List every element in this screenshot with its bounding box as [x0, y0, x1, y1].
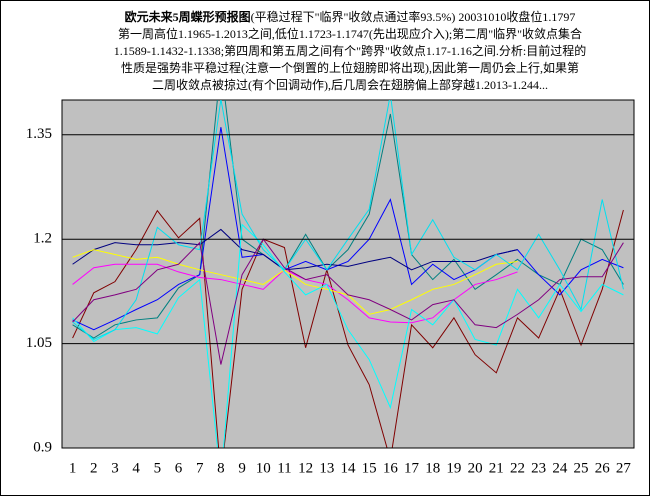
x-tick-label: 15 — [362, 460, 377, 476]
series-line — [72, 249, 518, 315]
x-tick-label: 12 — [298, 460, 313, 476]
title-line: 欧元未来5周蝶形预报图(平稳过程下"临界"收敛点通过率93.5%) 200310… — [125, 9, 576, 24]
x-tick-label: 26 — [595, 460, 611, 476]
y-tick-label: 0.9 — [33, 439, 52, 455]
x-tick-label: 20 — [468, 460, 483, 476]
series-line — [72, 238, 624, 365]
x-tick-label: 18 — [425, 460, 440, 476]
x-tick-label: 14 — [341, 460, 357, 476]
x-tick-label: 5 — [154, 460, 162, 476]
subtitle: (平稳过程下"临界"收敛点通过率93.5%) 20031010收盘位1.1797 — [251, 9, 576, 24]
x-tick-label: 6 — [175, 460, 183, 476]
subtitle: 性质是强势非平稳过程(注意一个倒置的上位翅膀即将出现),因此第一周仍会上行,如果… — [121, 60, 579, 75]
x-tick-label: 11 — [277, 460, 291, 476]
y-tick-label: 1.2 — [33, 231, 52, 247]
plot — [72, 100, 624, 448]
x-tick-label: 22 — [510, 460, 525, 476]
x-tick-label: 9 — [238, 460, 246, 476]
x-tick-label: 19 — [446, 460, 461, 476]
x-tick-label: 7 — [196, 460, 204, 476]
x-tick-label: 8 — [217, 460, 225, 476]
x-tick-label: 17 — [404, 460, 420, 476]
series-line — [72, 127, 624, 331]
x-tick-label: 10 — [256, 460, 271, 476]
x-tick-label: 21 — [489, 460, 504, 476]
plot-area — [61, 99, 635, 449]
x-tick-label: 1 — [69, 460, 77, 476]
series-line — [72, 100, 624, 339]
series-line — [72, 228, 518, 271]
y-tick-label: 1.35 — [26, 126, 52, 142]
x-tick-label: 2 — [90, 460, 98, 476]
series-line — [72, 223, 624, 448]
subtitle: 第一周高位1.1965-1.2013之间,低位1.1723-1.1747(先出现… — [118, 26, 582, 41]
chart-title: 欧元未来5周蝶形预报图 — [125, 9, 251, 24]
x-tick-label: 25 — [574, 460, 589, 476]
x-tick-label: 23 — [531, 460, 546, 476]
x-tick-label: 16 — [383, 460, 399, 476]
x-tick-label: 13 — [319, 460, 334, 476]
series-line — [72, 209, 624, 448]
y-tick-label: 1.05 — [26, 335, 52, 351]
subtitle: 二周收敛点被掠过(有个回调动作),后几周会在翅膀偏上部穿越1.2013-1.24… — [152, 77, 548, 92]
subtitle: 1.1589-1.1432-1.1338;第四周和第五周之间有个"跨界"收敛点1… — [114, 43, 586, 58]
x-tick-label: 3 — [111, 460, 119, 476]
x-tick-label: 27 — [616, 460, 632, 476]
x-tick-label: 24 — [552, 460, 568, 476]
x-tick-label: 4 — [132, 460, 140, 476]
